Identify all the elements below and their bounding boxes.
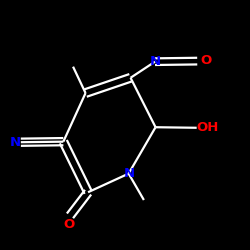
Text: O: O [200,54,211,67]
Text: N: N [150,54,161,68]
Text: OH: OH [196,121,219,134]
Text: N: N [124,166,135,179]
Text: O: O [64,218,75,231]
Text: N: N [10,136,21,149]
